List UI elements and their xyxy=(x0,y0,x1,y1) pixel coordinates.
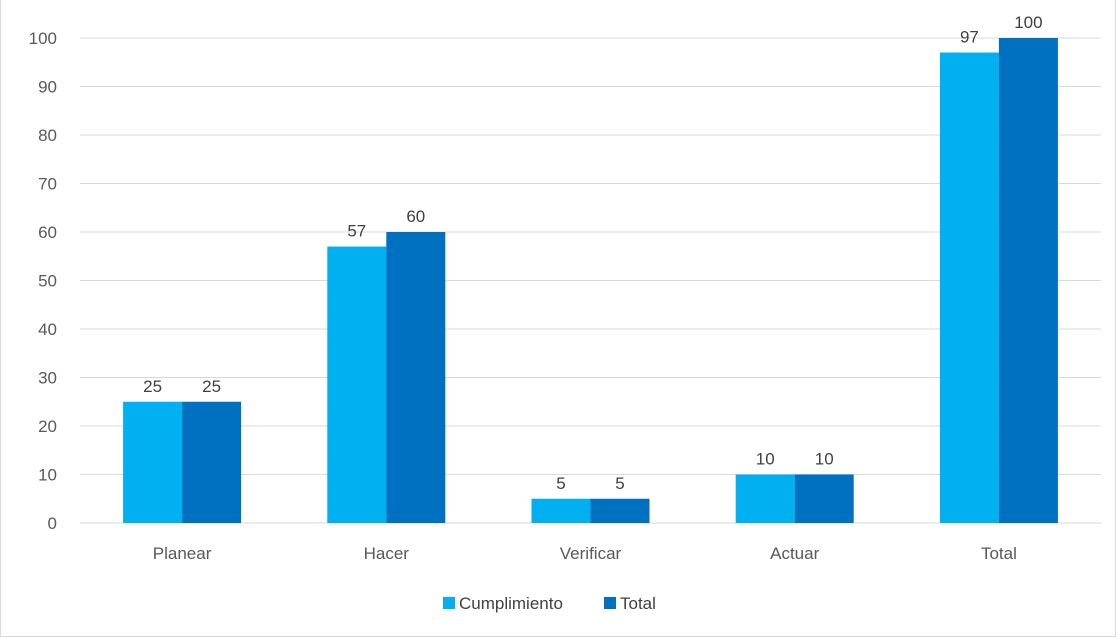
x-category-label: Actuar xyxy=(770,544,819,563)
legend-swatch-total xyxy=(604,597,616,609)
data-label: 5 xyxy=(615,474,624,493)
bar-cumplimiento-actuar xyxy=(735,474,795,523)
data-label: 60 xyxy=(406,207,425,226)
data-label: 97 xyxy=(960,28,979,47)
data-label: 10 xyxy=(815,450,834,469)
y-tick-label: 100 xyxy=(29,29,57,48)
y-tick-label: 40 xyxy=(38,320,57,339)
legend-swatch-cumplimiento xyxy=(443,597,455,609)
data-label: 25 xyxy=(202,377,221,396)
y-axis-ticks: 0 10 20 30 40 50 60 70 80 90 100 xyxy=(29,29,57,533)
bar-total-actuar xyxy=(794,474,854,523)
y-tick-label: 10 xyxy=(38,466,57,485)
data-label: 10 xyxy=(756,450,775,469)
y-tick-label: 60 xyxy=(38,223,57,242)
x-category-label: Hacer xyxy=(364,544,410,563)
data-label: 5 xyxy=(556,474,565,493)
y-tick-label: 80 xyxy=(38,126,57,145)
y-tick-label: 50 xyxy=(38,272,57,291)
x-category-label: Verificar xyxy=(560,544,622,563)
y-tick-label: 90 xyxy=(38,78,57,97)
data-labels: 25 25 57 60 5 5 10 10 97 100 xyxy=(143,13,1042,493)
legend-label-total: Total xyxy=(620,594,656,613)
y-tick-label: 70 xyxy=(38,175,57,194)
data-label: 25 xyxy=(143,377,162,396)
y-tick-label: 20 xyxy=(38,417,57,436)
x-category-label: Planear xyxy=(153,544,212,563)
bar-cumplimiento-hacer xyxy=(327,246,387,524)
bars xyxy=(123,38,1058,524)
bar-total-planear xyxy=(182,401,242,523)
x-category-label: Total xyxy=(981,544,1017,563)
bar-total-total xyxy=(998,38,1058,523)
y-tick-label: 0 xyxy=(48,514,57,533)
bar-total-hacer xyxy=(386,232,446,523)
legend: Cumplimiento Total xyxy=(443,594,656,613)
bar-cumplimiento-planear xyxy=(123,401,183,523)
bar-total-verificar xyxy=(590,498,650,523)
data-label: 100 xyxy=(1014,13,1042,32)
data-label: 57 xyxy=(347,222,366,241)
y-tick-label: 30 xyxy=(38,369,57,388)
gridlines xyxy=(80,37,1101,524)
x-axis-categories: Planear Hacer Verificar Actuar Total xyxy=(153,544,1017,563)
legend-label-cumplimiento: Cumplimiento xyxy=(459,594,563,613)
bar-cumplimiento-verificar xyxy=(531,498,591,523)
bar-cumplimiento-total xyxy=(939,52,999,524)
